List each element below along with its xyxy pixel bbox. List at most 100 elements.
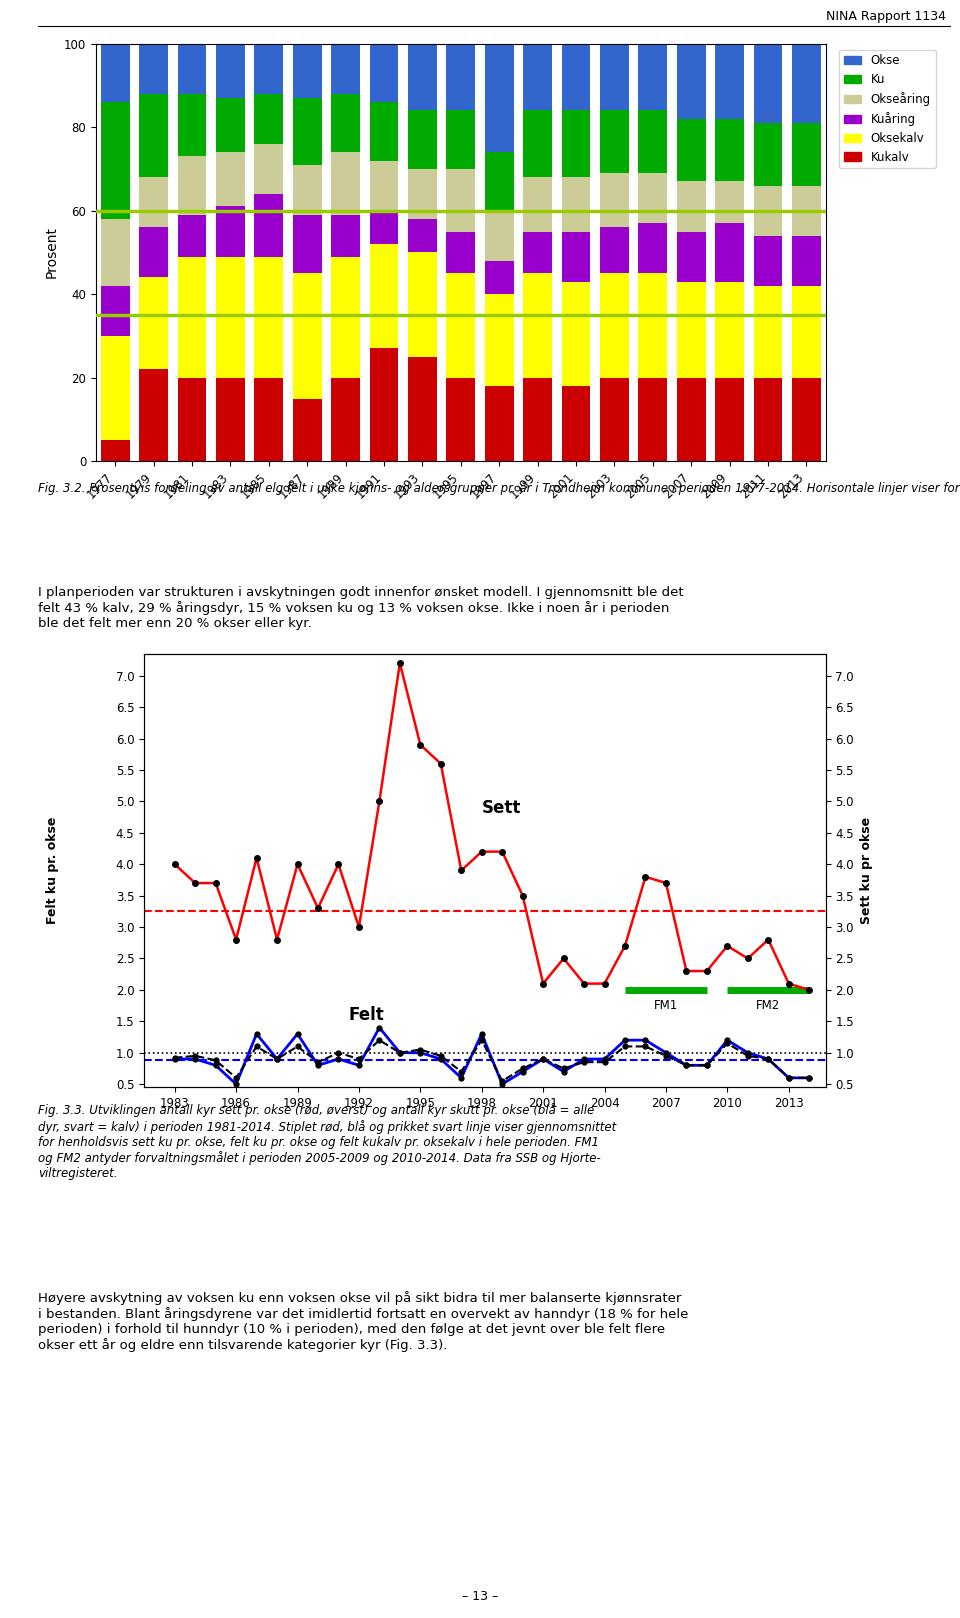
Text: Fig. 3.3. Utviklingen antall kyr sett pr. okse (rød, øverst) og antall kyr skutt: Fig. 3.3. Utviklingen antall kyr sett pr…: [38, 1103, 616, 1180]
Bar: [178, 157, 206, 215]
Bar: [370, 244, 398, 348]
Bar: [139, 277, 168, 369]
Bar: [638, 44, 667, 110]
Bar: [754, 44, 782, 123]
Bar: [216, 207, 245, 257]
Bar: [139, 44, 168, 94]
Bar: [754, 123, 782, 186]
Bar: [715, 118, 744, 181]
Bar: [331, 152, 360, 215]
Bar: [562, 387, 590, 461]
Bar: [139, 94, 168, 178]
Bar: [485, 260, 514, 294]
Bar: [178, 44, 206, 94]
Bar: [370, 348, 398, 461]
Bar: [485, 294, 514, 387]
Bar: [408, 110, 437, 168]
Text: Felt: Felt: [348, 1006, 384, 1024]
Bar: [638, 273, 667, 377]
Bar: [139, 369, 168, 461]
Bar: [408, 252, 437, 358]
Text: FM2: FM2: [756, 1000, 780, 1013]
Bar: [216, 152, 245, 207]
Bar: [754, 286, 782, 377]
Bar: [216, 257, 245, 377]
Bar: [446, 231, 475, 273]
Bar: [792, 236, 821, 286]
Bar: [408, 44, 437, 110]
Bar: [101, 44, 130, 102]
Bar: [293, 215, 322, 273]
Bar: [562, 44, 590, 110]
Bar: [562, 231, 590, 282]
Bar: [293, 99, 322, 165]
Bar: [216, 377, 245, 461]
Text: I planperioden var strukturen i avskytningen godt innenfor ønsket modell. I gjen: I planperioden var strukturen i avskytni…: [38, 586, 684, 629]
Bar: [600, 173, 629, 228]
Bar: [331, 215, 360, 257]
Bar: [638, 223, 667, 273]
Bar: [331, 257, 360, 377]
Bar: [331, 377, 360, 461]
Text: NINA Rapport 1134: NINA Rapport 1134: [826, 10, 946, 23]
Bar: [638, 377, 667, 461]
Bar: [178, 94, 206, 157]
Bar: [101, 337, 130, 440]
Text: – 13 –: – 13 –: [462, 1590, 498, 1603]
Bar: [178, 215, 206, 257]
Bar: [792, 286, 821, 377]
Bar: [370, 44, 398, 102]
Bar: [600, 273, 629, 377]
Bar: [523, 110, 552, 178]
Bar: [370, 210, 398, 244]
Bar: [600, 110, 629, 173]
Bar: [754, 186, 782, 236]
Bar: [293, 398, 322, 461]
Text: Felt ku pr. okse: Felt ku pr. okse: [46, 817, 60, 924]
Bar: [101, 102, 130, 218]
Bar: [792, 377, 821, 461]
Bar: [446, 44, 475, 110]
Bar: [370, 160, 398, 210]
Bar: [562, 178, 590, 231]
Bar: [792, 123, 821, 186]
Bar: [139, 178, 168, 228]
Bar: [600, 44, 629, 110]
Bar: [446, 168, 475, 231]
Bar: [254, 194, 283, 257]
Bar: [254, 44, 283, 94]
Bar: [216, 44, 245, 99]
Bar: [523, 377, 552, 461]
Bar: [254, 94, 283, 144]
Bar: [408, 168, 437, 218]
Bar: [677, 377, 706, 461]
Bar: [677, 231, 706, 282]
Bar: [178, 257, 206, 377]
Bar: [446, 273, 475, 377]
Bar: [101, 218, 130, 286]
Bar: [677, 181, 706, 231]
Bar: [293, 44, 322, 99]
Bar: [715, 44, 744, 118]
Bar: [715, 223, 744, 282]
Bar: [715, 181, 744, 223]
Bar: [446, 377, 475, 461]
Bar: [715, 377, 744, 461]
Bar: [485, 387, 514, 461]
Bar: [178, 377, 206, 461]
Bar: [293, 165, 322, 215]
Text: FM1: FM1: [654, 1000, 678, 1013]
Bar: [485, 210, 514, 260]
Bar: [408, 358, 437, 461]
Bar: [254, 144, 283, 194]
Bar: [600, 228, 629, 273]
Bar: [485, 44, 514, 152]
Bar: [446, 110, 475, 168]
Bar: [254, 257, 283, 377]
Bar: [293, 273, 322, 398]
Bar: [523, 178, 552, 231]
Bar: [677, 282, 706, 377]
Bar: [677, 44, 706, 118]
Bar: [754, 377, 782, 461]
Bar: [101, 440, 130, 461]
